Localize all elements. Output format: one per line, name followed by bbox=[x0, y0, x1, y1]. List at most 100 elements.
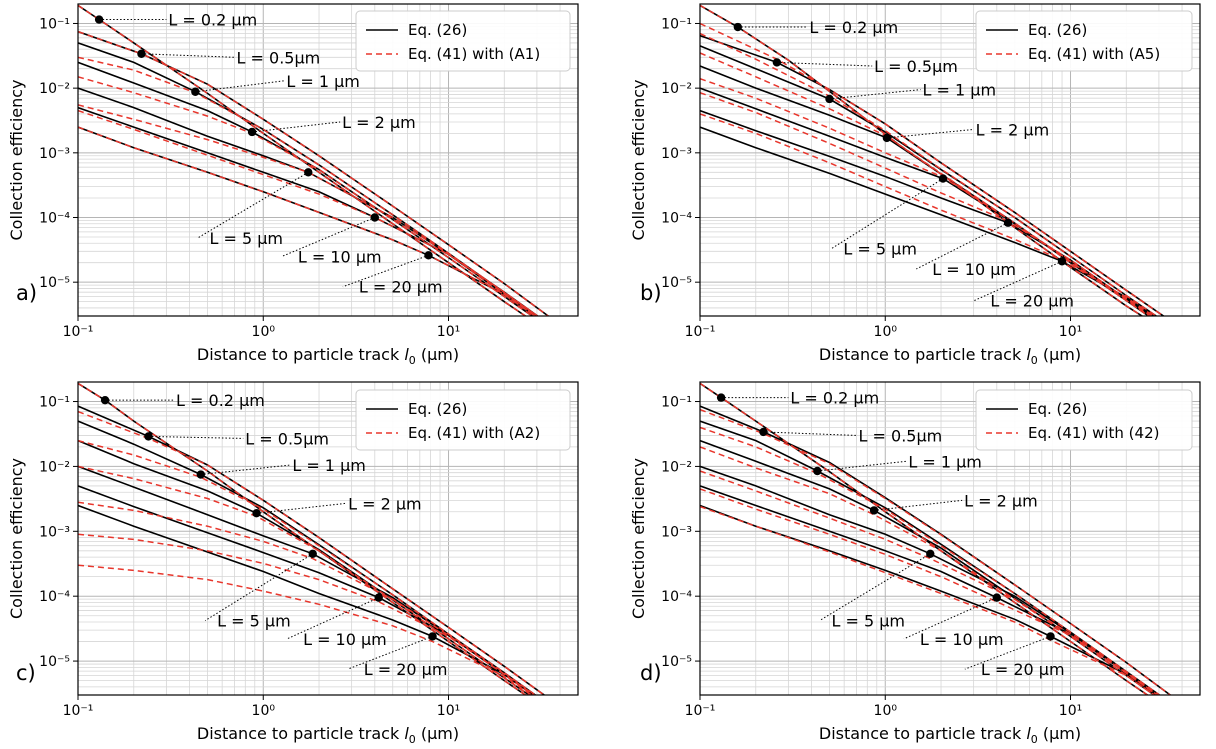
curve-label-L5: L = 5 μm bbox=[843, 240, 917, 259]
y-tick-label: 10⁻¹ bbox=[39, 16, 70, 32]
y-tick-label: 10⁻² bbox=[39, 81, 70, 97]
marker-L0.5 bbox=[772, 58, 782, 67]
x-axis-label-unit: (μm) bbox=[416, 724, 459, 743]
leader-line-L5 bbox=[831, 178, 944, 250]
legend-label-eq41: Eq. (41) with (A2) bbox=[408, 424, 540, 442]
curve-label-L10: L = 10 μm bbox=[920, 630, 1004, 649]
legend-box bbox=[355, 389, 571, 451]
ticks: 10⁻¹ 10⁰ 10¹ 10⁻⁵ 10⁻⁴ 10⁻³ 10⁻² 10⁻¹ bbox=[661, 395, 1082, 719]
marker-L20 bbox=[1057, 257, 1067, 266]
marker-L20 bbox=[428, 632, 437, 641]
curve-label-L20: L = 20 μm bbox=[990, 292, 1074, 311]
x-axis-label-subscript: 0 bbox=[409, 354, 416, 367]
legend-label-eq26: Eq. (26) bbox=[1028, 400, 1087, 418]
marker-L0.2 bbox=[733, 22, 743, 32]
x-axis-label-unit: (μm) bbox=[416, 345, 459, 364]
x-tick-label: 10⁻¹ bbox=[63, 703, 94, 719]
x-axis-label-subscript: 0 bbox=[1031, 354, 1038, 367]
y-tick-label: 10⁻³ bbox=[661, 146, 692, 162]
leader-line-L20 bbox=[964, 635, 1051, 670]
eq41-curve-L1 bbox=[78, 439, 537, 695]
legend: Eq. (26) Eq. (41) with (A2) bbox=[355, 389, 571, 451]
panel-label: b) bbox=[640, 281, 662, 305]
curve-label-L5: L = 5 μm bbox=[209, 229, 283, 248]
curve-label-L20: L = 20 μm bbox=[981, 660, 1065, 679]
curves bbox=[700, 382, 1172, 695]
legend-label-eq41: Eq. (41) with (42) bbox=[1028, 424, 1159, 442]
eq41-curve-L10 bbox=[700, 488, 1159, 695]
leader-line-L5 bbox=[204, 553, 314, 622]
eq26-curve-L1 bbox=[700, 45, 1158, 316]
x-axis-label-symbol: l bbox=[1026, 724, 1031, 743]
marker-L2 bbox=[869, 506, 879, 515]
curve-label-L2: L = 2 μm bbox=[348, 494, 422, 513]
leader-line-L5 bbox=[197, 171, 309, 239]
marker-L10 bbox=[992, 593, 1001, 602]
curves bbox=[78, 382, 546, 695]
x-tick-label: 10⁻¹ bbox=[63, 324, 94, 340]
curve-label-L0.5: L = 0.5μm bbox=[245, 429, 329, 448]
eq41-curve-L0.2 bbox=[700, 4, 1144, 316]
plot-frame bbox=[699, 3, 1201, 317]
eq41-curve-L20 bbox=[700, 113, 1155, 316]
marker-L10 bbox=[1003, 218, 1013, 227]
plot-frame bbox=[699, 381, 1201, 696]
leader-line-L1 bbox=[829, 89, 921, 100]
x-axis-label-unit: (μm) bbox=[1038, 345, 1081, 364]
legend-box bbox=[975, 10, 1193, 72]
x-axis-label-text: Distance to particle track bbox=[819, 345, 1026, 364]
marker-L5 bbox=[304, 168, 313, 177]
chart-panel-c: L = 0.2 μm L = 0.5μm L = 1 μm L = 2 μm L = 5… bbox=[7, 381, 579, 746]
y-axis-label: Collection efficiency bbox=[629, 79, 648, 240]
curves bbox=[78, 4, 550, 316]
eq41-curve-L0.5 bbox=[78, 30, 550, 316]
curve-label-L0.2: L = 0.2 μm bbox=[790, 389, 879, 408]
x-axis-label-symbol: l bbox=[1026, 345, 1031, 364]
y-tick-label: 10⁻¹ bbox=[661, 395, 692, 411]
eq41-curve-L0.5 bbox=[700, 22, 1165, 316]
legend-label-eq26: Eq. (26) bbox=[408, 400, 467, 418]
legend: Eq. (26) Eq. (41) with (A5) bbox=[975, 10, 1193, 72]
x-tick-label: 10⁰ bbox=[874, 324, 898, 340]
leader-line-L10 bbox=[903, 597, 997, 640]
x-axis-label: Distance to particle track l0 (μm) bbox=[197, 724, 459, 746]
curve-label-L20: L = 20 μm bbox=[359, 278, 443, 297]
leader-line-L1 bbox=[195, 80, 285, 93]
y-tick-label: 10⁻⁴ bbox=[39, 589, 70, 605]
x-axis-label: Distance to particle track l0 (μm) bbox=[819, 345, 1081, 367]
eq41-curve-L0.5 bbox=[78, 410, 546, 695]
eq41-curve-L2 bbox=[700, 446, 1156, 695]
marker-L0.2 bbox=[716, 393, 726, 402]
leader-line-L1 bbox=[200, 464, 291, 476]
x-axis-label-symbol: l bbox=[404, 724, 409, 743]
curve-label-L2: L = 2 μm bbox=[342, 113, 416, 132]
marker-L2 bbox=[247, 127, 257, 137]
curve-annotations: L = 0.2 μm L = 0.5μm L = 1 μm L = 2 μm L = 5… bbox=[716, 389, 1065, 679]
legend-label-eq41: Eq. (41) with (A5) bbox=[1028, 45, 1160, 63]
curve-label-L10: L = 10 μm bbox=[298, 247, 382, 266]
y-tick-label: 10⁻⁵ bbox=[39, 275, 70, 291]
panel-label: c) bbox=[16, 661, 36, 685]
y-tick-label: 10⁻⁵ bbox=[39, 654, 70, 670]
x-axis-label-text: Distance to particle track bbox=[197, 724, 404, 743]
y-axis-label: Collection efficiency bbox=[629, 458, 648, 619]
panel-label: d) bbox=[640, 661, 662, 685]
leader-line-L5 bbox=[819, 553, 931, 622]
eq41-curve-L20 bbox=[78, 564, 533, 695]
marker-L1 bbox=[196, 470, 205, 479]
x-tick-label: 10¹ bbox=[437, 324, 460, 340]
marker-L2 bbox=[882, 133, 892, 143]
y-tick-label: 10⁻³ bbox=[661, 524, 692, 540]
y-tick-label: 10⁻² bbox=[39, 459, 70, 475]
legend-label-eq41: Eq. (41) with (A1) bbox=[408, 45, 540, 63]
marker-L5 bbox=[308, 549, 317, 559]
plot-frame bbox=[77, 3, 579, 317]
marker-L1 bbox=[813, 466, 822, 476]
curve-annotations: L = 0.2 μm L = 0.5μm L = 1 μm L = 2 μm L = 5… bbox=[100, 391, 447, 679]
eq41-curve-L0.2 bbox=[78, 382, 527, 695]
y-tick-label: 10⁻⁴ bbox=[661, 211, 692, 227]
y-tick-label: 10⁻⁵ bbox=[661, 275, 692, 291]
legend: Eq. (26) Eq. (41) with (A1) bbox=[355, 10, 571, 72]
eq41-curve-L0.2 bbox=[78, 4, 527, 316]
y-tick-label: 10⁻¹ bbox=[39, 395, 70, 411]
